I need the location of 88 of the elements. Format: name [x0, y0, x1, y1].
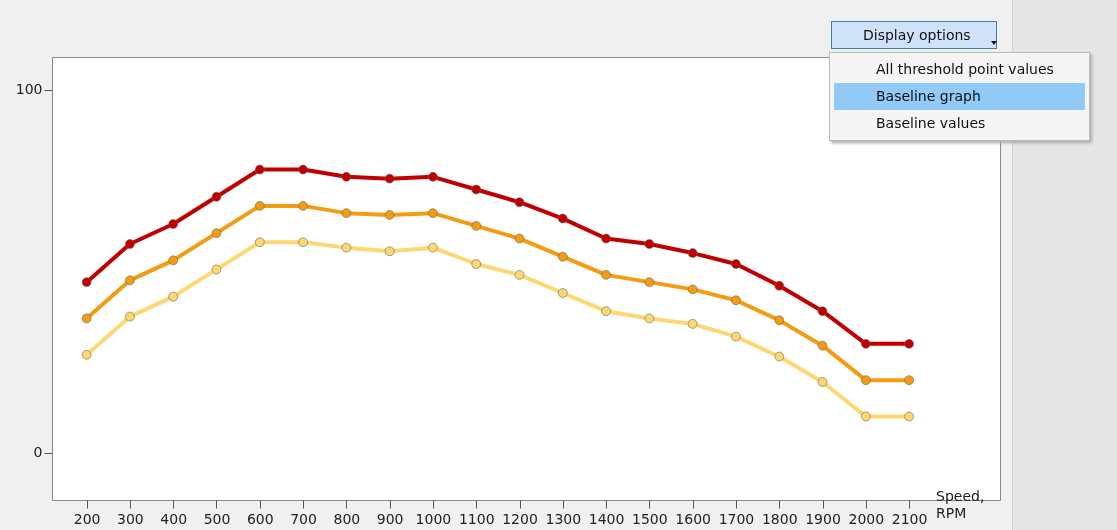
annotation: Baseline values: [875, 114, 987, 133]
x-tick-label: 600: [246, 510, 274, 527]
point: [298, 164, 308, 175]
point: [81, 349, 92, 360]
y-tick-label: 0: [33, 444, 43, 461]
x-tick-label: 1900: [805, 510, 841, 527]
point: [255, 164, 265, 175]
point: [601, 306, 611, 316]
x-tick-label: 200: [73, 510, 101, 527]
point: [168, 219, 178, 229]
x-tick-label: 2000: [848, 510, 885, 527]
highlighted-menu-item: Baseline graph: [834, 83, 1085, 110]
point: [774, 351, 784, 362]
point: [384, 210, 395, 220]
point: [125, 275, 135, 286]
point: [904, 375, 914, 385]
point: [514, 233, 525, 244]
point: [125, 239, 135, 249]
point: [861, 411, 871, 422]
point: [168, 291, 178, 302]
point: [644, 313, 655, 324]
point: [428, 208, 438, 218]
point: [558, 288, 568, 298]
point: [861, 375, 871, 385]
point: [384, 173, 395, 184]
y-tick-label: 100: [15, 81, 43, 98]
x-tick-label: 1300: [545, 510, 582, 527]
x-axis-title: Speed, RPM: [936, 488, 986, 522]
point: [125, 311, 135, 322]
x-tick-label: 1100: [458, 510, 495, 527]
point: [817, 377, 828, 387]
x-tick-label: 500: [203, 510, 231, 527]
point: [731, 295, 741, 306]
point: [644, 239, 655, 249]
dropdown-menu: All threshold point values Baseline graph Baseline values: [829, 52, 1090, 141]
x-tick-label: 700: [290, 510, 317, 527]
point: [558, 251, 568, 262]
x-tick-label: 1000: [415, 510, 452, 527]
point: [255, 201, 265, 211]
point: [168, 255, 178, 266]
point: [774, 315, 784, 326]
point: [428, 172, 438, 182]
x-tick-label: 900: [376, 510, 404, 527]
x-tick-label: 1500: [632, 510, 668, 527]
point: [211, 264, 222, 275]
point: [904, 339, 914, 349]
x-tick-label: 300: [117, 510, 144, 527]
point: [81, 313, 92, 324]
point: [774, 281, 784, 291]
point: [211, 228, 222, 238]
point: [341, 172, 352, 182]
point: [644, 277, 655, 287]
point: [298, 237, 308, 247]
x-tick-label: 400: [160, 510, 188, 527]
point: [471, 221, 481, 231]
point: [384, 246, 395, 257]
point: [514, 270, 525, 280]
point: [817, 306, 828, 316]
point: [428, 242, 438, 253]
point: [687, 319, 698, 329]
point: [601, 270, 611, 280]
point: [341, 208, 352, 218]
point: [255, 237, 265, 247]
x-tick-label: 2100: [891, 510, 928, 527]
point: [298, 201, 308, 211]
x-tick-label: 1700: [718, 510, 755, 527]
text: Display options: [831, 21, 997, 49]
point: [558, 213, 568, 224]
point: [514, 197, 525, 208]
point: [81, 277, 92, 287]
x-tick-label: 1800: [761, 510, 798, 527]
point: [687, 248, 698, 258]
point: [904, 411, 914, 422]
point: [601, 233, 611, 244]
point: [471, 259, 481, 269]
x-tick-label: 800: [333, 510, 361, 527]
point: [861, 339, 871, 349]
point: [471, 184, 481, 195]
point: [731, 259, 741, 269]
point: [687, 284, 698, 295]
point: [341, 242, 352, 253]
x-tick-label: 1200: [502, 510, 538, 527]
x-tick-label: 1400: [588, 510, 625, 527]
annotation: All threshold point values: [875, 60, 1055, 79]
point: [731, 331, 741, 342]
x-tick-label: 1600: [675, 510, 711, 527]
point: [817, 340, 828, 351]
point: [211, 192, 222, 202]
